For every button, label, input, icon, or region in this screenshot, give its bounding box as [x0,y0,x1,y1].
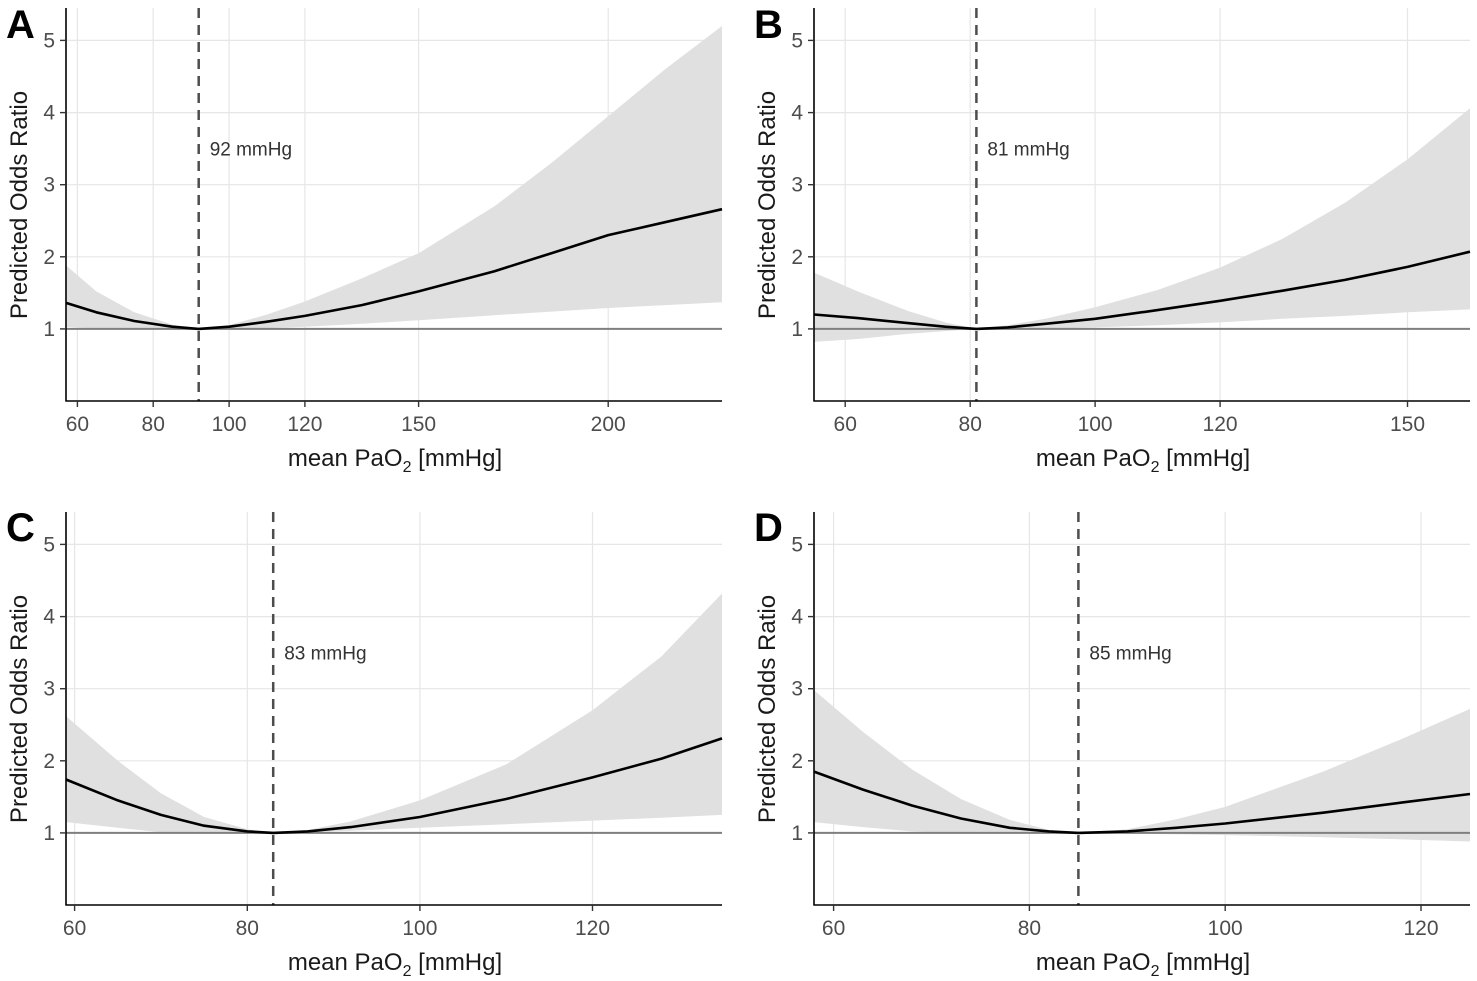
panel-d-plot-area: 85 mmHg 60 80 100 120 1 2 3 4 5 [791,512,1471,940]
panel-b-y-tick-label: 3 [791,174,803,197]
panel-d-x-axis-title-main: mean PaO [1036,949,1151,976]
panel-a-y-tick-label: 1 [43,318,55,341]
panel-b-x-axis-title-main: mean PaO [1036,445,1151,472]
panel-c-y-tick-label: 3 [43,678,55,701]
panel-c-y-axis-title: Predicted Odds Ratio [6,595,33,823]
panel-b-confidence-band [814,108,1470,342]
panel-a-confidence-band [66,26,722,330]
panel-b-y-tick-label: 2 [791,246,803,269]
panel-a-x-tick-label: 60 [66,413,89,436]
panel-d-letter: D [754,506,783,550]
panel-d-x-axis-title: mean PaO2 [mmHg] [1036,949,1250,980]
panel-c-x-tick-label: 120 [575,917,610,940]
panel-b-y-tick-label: 4 [791,102,803,125]
panel-b-x-axis-title: mean PaO2 [mmHg] [1036,445,1250,476]
panel-b-optimum-label: 81 mmHg [987,140,1069,161]
panel-d-y-axis-title: Predicted Odds Ratio [754,595,781,823]
panel-d-y-tick-label: 2 [791,750,803,773]
panel-d-y-tick-label: 1 [791,822,803,845]
panel-d-x-tick-label: 60 [822,917,845,940]
panel-c-y-tick-label: 1 [43,822,55,845]
panel-c-x-tick-label: 80 [236,917,259,940]
panel-a-y-tick-label: 3 [43,174,55,197]
panel-a-y-tick-label: 5 [43,29,55,52]
panel-a-x-tick-label: 80 [142,413,165,436]
panel-b-letter: B [754,3,783,47]
panel-d-y-tick-label: 4 [791,606,803,629]
panel-c-plot-area: 83 mmHg 60 80 100 120 1 2 3 4 5 [43,512,723,940]
panel-a-x-axis-title-subscript: 2 [403,459,412,476]
panel-d-optimum-label: 85 mmHg [1089,644,1171,665]
panel-b-x-tick-label: 150 [1390,413,1425,436]
panel-b: 81 mmHg 60 80 100 120 150 1 2 3 4 5 B Predicted Od… [754,3,1471,476]
panel-a-x-axis-title-main: mean PaO [288,445,403,472]
panel-c: 83 mmHg 60 80 100 120 1 2 3 4 5 C Predicted Odds … [6,506,723,980]
panel-b-x-tick-label: 100 [1078,413,1113,436]
panel-c-y-tick-label: 5 [43,533,55,556]
panel-d-x-tick-label: 120 [1403,917,1438,940]
panel-c-confidence-band [66,593,722,834]
panel-d-y-tick-label: 3 [791,678,803,701]
panel-b-y-axis-title: Predicted Odds Ratio [754,91,781,319]
panel-a-optimum-label: 92 mmHg [210,140,292,161]
panel-c-series-line [65,737,723,835]
panel-a-y-axis-title: Predicted Odds Ratio [6,91,33,319]
panel-a-x-tick-label: 100 [212,413,247,436]
panel-d-x-axis-title-subscript: 2 [1151,963,1160,980]
panel-d-y-tick-label: 5 [791,533,803,556]
panel-a-x-tick-label: 150 [401,413,436,436]
panel-d-x-axis-title-unit: [mmHg] [1159,949,1250,976]
panel-a: 92 mmHg 60 80 100 120 150 200 1 2 3 4 5 A Predicted… [6,3,723,476]
panel-d-x-tick-label: 100 [1208,917,1243,940]
panel-d-x-tick-label: 80 [1018,917,1041,940]
panel-c-x-tick-label: 100 [402,917,437,940]
panel-a-plot-area: 92 mmHg 60 80 100 120 150 200 1 2 3 4 5 [43,8,723,436]
panel-a-x-tick-label: 120 [287,413,322,436]
panel-a-x-axis-title: mean PaO2 [mmHg] [288,445,502,476]
panel-c-y-tick-label: 2 [43,750,55,773]
panel-c-letter: C [6,506,35,550]
panel-a-y-tick-label: 2 [43,246,55,269]
panel-b-y-tick-label: 5 [791,29,803,52]
panel-b-y-tick-label: 1 [791,318,803,341]
panel-c-x-axis-title-subscript: 2 [403,963,412,980]
panel-b-x-axis-title-subscript: 2 [1151,459,1160,476]
panel-b-series-line [813,250,1471,331]
panel-d-confidence-band [814,690,1470,842]
panel-c-x-axis-title-unit: [mmHg] [411,949,502,976]
panel-a-letter: A [6,3,35,47]
panel-b-plot-area: 81 mmHg 60 80 100 120 150 1 2 3 4 5 [791,8,1471,436]
panel-c-y-tick-label: 4 [43,606,55,629]
panel-b-x-tick-label: 80 [959,413,982,436]
panel-d: 85 mmHg 60 80 100 120 1 2 3 4 5 D Predicted Odds … [754,506,1471,980]
panel-c-x-tick-label: 60 [63,917,86,940]
panel-c-optimum-label: 83 mmHg [284,644,366,665]
panel-c-x-axis-title: mean PaO2 [mmHg] [288,949,502,980]
panel-a-x-axis-title-unit: [mmHg] [411,445,502,472]
panel-b-x-tick-label: 120 [1203,413,1238,436]
panel-a-series-line [65,207,723,331]
panel-d-series-line [813,770,1471,835]
panel-b-x-axis-title-unit: [mmHg] [1159,445,1250,472]
panel-a-x-tick-label: 200 [591,413,626,436]
panel-a-y-tick-label: 4 [43,102,55,125]
panel-c-x-axis-title-main: mean PaO [288,949,403,976]
panel-b-x-tick-label: 60 [834,413,857,436]
